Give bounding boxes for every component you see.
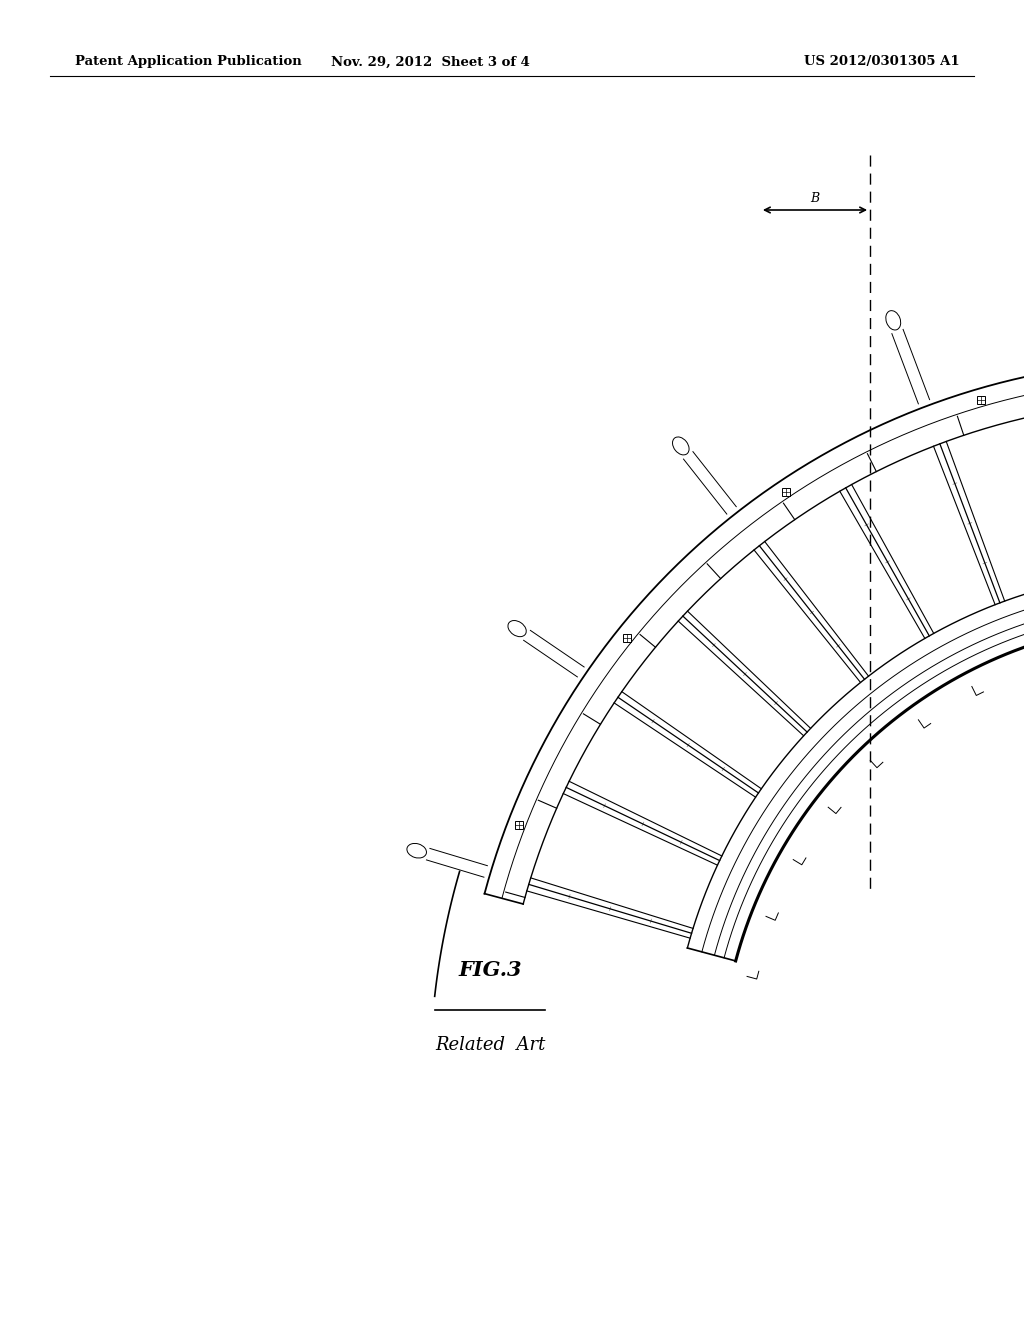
Text: Nov. 29, 2012  Sheet 3 of 4: Nov. 29, 2012 Sheet 3 of 4	[331, 55, 529, 69]
Bar	[977, 396, 985, 404]
Text: B: B	[810, 191, 819, 205]
Bar	[782, 488, 790, 496]
Text: Related  Art: Related Art	[435, 1036, 545, 1053]
Bar	[623, 634, 631, 642]
Text: FIG.3: FIG.3	[459, 960, 522, 979]
Text: US 2012/0301305 A1: US 2012/0301305 A1	[805, 55, 961, 69]
Text: Patent Application Publication: Patent Application Publication	[75, 55, 302, 69]
Bar	[515, 821, 523, 829]
